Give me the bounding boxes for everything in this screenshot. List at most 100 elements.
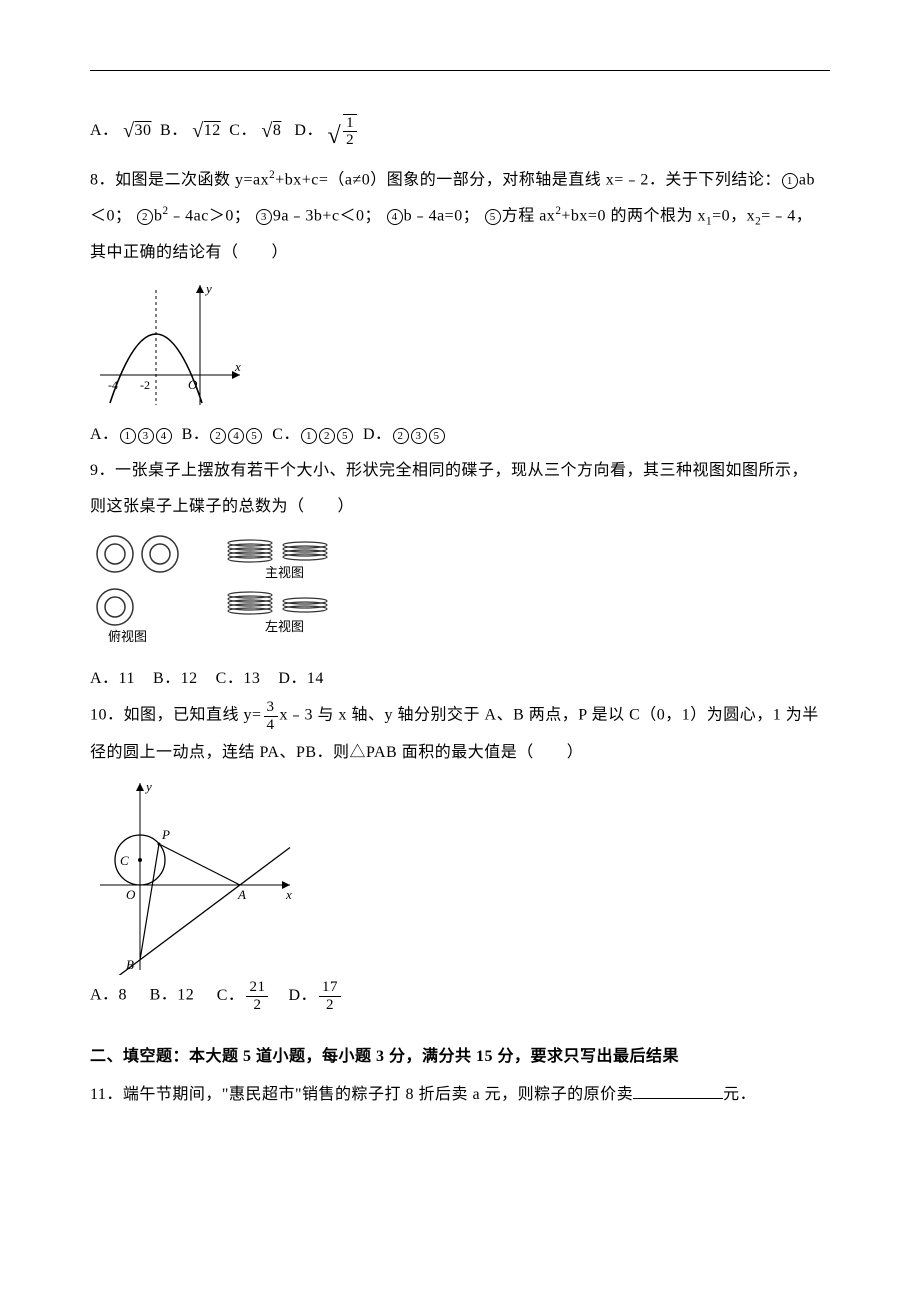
svg-text:x: x [285, 887, 292, 902]
q10-d-label: D． [288, 987, 317, 1004]
frac-den: 2 [343, 132, 357, 149]
circled-3: 3 [256, 209, 272, 225]
q8-c5b: +bx=0 的两个根为 x [561, 208, 706, 225]
circled-2: 2 [137, 209, 153, 225]
circled: 5 [337, 428, 353, 444]
svg-text:俯视图: 俯视图 [108, 629, 147, 644]
q9-options: A．11 B．12 C．13 D．14 [90, 663, 830, 695]
q7-opt-a: A． √30 [90, 122, 156, 139]
q8-line2: ＜0； 2b2﹣4ac＞0； 39a﹣3b+c＜0； 4b﹣4a=0； 5方程 … [90, 200, 830, 233]
frac-num: 17 [319, 979, 341, 997]
q8-options: A．134 B．245 C．125 D．235 [90, 419, 830, 451]
svg-text:B: B [126, 957, 134, 972]
frac-num: 1 [343, 115, 357, 133]
q10-figure: x y O A B C P [90, 775, 830, 975]
circled: 2 [210, 428, 226, 444]
circled: 3 [138, 428, 154, 444]
q8-opt-a: A．134 [90, 426, 177, 443]
root-icon: √ [327, 123, 341, 149]
svg-text:-2: -2 [140, 378, 150, 392]
q7-d-frac: 1 2 [343, 114, 357, 149]
q10-line2: 径的圆上一动点，连结 PA、PB．则△PAB 面积的最大值是（ ） [90, 737, 830, 769]
q9-num: 9． [90, 462, 115, 479]
q7-opt-c: C． √8 [229, 122, 290, 139]
q7-opt-b-label: B． [160, 122, 188, 139]
q9-figure: 俯视图 主视图 左视图 [90, 529, 830, 659]
svg-text:O: O [126, 887, 136, 902]
q11-stem-a: 端午节期间，"惠民超市"销售的粽子打 8 折后卖 a 元，则粽子的原价卖 [123, 1086, 633, 1103]
circled: 5 [246, 428, 262, 444]
svg-text:y: y [204, 281, 212, 296]
q8-opt-a-label: A． [90, 426, 119, 443]
q8-opt-c: C．125 [272, 426, 358, 443]
q8-line1: 8．如图是二次函数 y=ax2+bx+c=（a≠0）图象的一部分，对称轴是直线 … [90, 164, 830, 196]
q9-line1: 9．一张桌子上摆放有若干个大小、形状完全相同的碟子，现从三个方向看，其三种视图如… [90, 455, 830, 487]
top-rule [90, 70, 830, 71]
q7-options: A． √30 B． √12 C． √8 D． √ 1 2 [90, 111, 830, 160]
coordinate-figure: x y O A B C P [90, 775, 300, 975]
q10-c-label: C． [217, 987, 245, 1004]
svg-text:左视图: 左视图 [265, 619, 304, 634]
three-view-figure: 俯视图 主视图 左视图 [90, 529, 350, 659]
q8-c4: b﹣4a=0； [404, 208, 480, 225]
q8-opt-d-label: D． [363, 426, 392, 443]
q10-c-frac: 212 [246, 979, 268, 1013]
q7-c-val: 8 [273, 122, 282, 139]
svg-text:y: y [144, 779, 152, 794]
q9-stem-a: 一张桌子上摆放有若干个大小、形状完全相同的碟子，现从三个方向看，其三种视图如图所… [115, 462, 808, 479]
q7-a-val: 30 [135, 122, 152, 139]
svg-text:x: x [234, 359, 241, 374]
q7-opt-b: B． √12 [160, 122, 225, 139]
q8-stem-a: 如图是二次函数 y=ax [115, 171, 269, 188]
circled: 4 [228, 428, 244, 444]
q10-frac: 34 [264, 699, 278, 733]
fill-blank [633, 1083, 723, 1099]
circled-5: 5 [485, 209, 501, 225]
q8-c3: 9a﹣3b+c＜0； [273, 208, 381, 225]
frac-num: 3 [264, 699, 278, 717]
q11-stem-b: 元． [723, 1086, 756, 1103]
q8-c5a: 方程 ax [502, 208, 556, 225]
svg-text:P: P [161, 827, 170, 842]
q8-c5d: =﹣4， [761, 208, 812, 225]
q7-opt-a-label: A． [90, 122, 119, 139]
q10-line1: 10．如图，已知直线 y=34x﹣3 与 x 轴、y 轴分别交于 A、B 两点，… [90, 699, 830, 733]
page: A． √30 B． √12 C． √8 D． √ 1 2 8．如图是二次函数 y… [0, 0, 920, 1302]
frac-den: 4 [264, 717, 278, 734]
circled: 3 [411, 428, 427, 444]
q9-opt-a: A．11 [90, 670, 135, 687]
q10-opt-d: D．172 [288, 987, 343, 1004]
section-2-head: 二、填空题：本大题 5 道小题，每小题 3 分，满分共 15 分，要求只写出最后… [90, 1041, 830, 1073]
svg-text:主视图: 主视图 [265, 565, 304, 580]
svg-text:A: A [237, 887, 246, 902]
svg-text:C: C [120, 853, 129, 868]
circled: 1 [301, 428, 317, 444]
q10-opt-a: A．8 [90, 987, 127, 1004]
svg-text:-4: -4 [108, 378, 118, 392]
circled-4: 4 [387, 209, 403, 225]
q8-opt-c-label: C． [272, 426, 300, 443]
frac-den: 2 [246, 997, 268, 1014]
q8-c2b: ﹣4ac＞0； [169, 208, 251, 225]
q8-opt-b-label: B． [182, 426, 210, 443]
q8-c1: ab [799, 171, 815, 188]
q8-opt-d: D．235 [363, 426, 446, 443]
circled: 5 [429, 428, 445, 444]
q7-b-val: 12 [204, 122, 221, 139]
q9-line2: 则这张桌子上碟子的总数为（ ） [90, 491, 830, 523]
q7-opt-d-label: D． [294, 122, 323, 139]
q7-opt-d: D． √ 1 2 [294, 122, 359, 139]
root-icon: √ [192, 120, 203, 142]
q11-line: 11．端午节期间，"惠民超市"销售的粽子打 8 折后卖 a 元，则粽子的原价卖 元… [90, 1079, 830, 1111]
q10-stem-a: 如图，已知直线 y= [124, 707, 262, 724]
q8-stem-b: +bx+c=（a≠0）图象的一部分，对称轴是直线 x=﹣2．关于下列结论： [275, 171, 781, 188]
q10-opt-c: C．212 [217, 987, 271, 1004]
root-icon: √ [261, 120, 272, 142]
q10-opt-b: B．12 [150, 987, 195, 1004]
q10-num: 10． [90, 707, 124, 724]
q10-options: A．8 B．12 C．212 D．172 [90, 979, 830, 1013]
q9-opt-b: B．12 [153, 670, 198, 687]
q11-num: 11． [90, 1086, 123, 1103]
q10-stem-b: x﹣3 与 x 轴、y 轴分别交于 A、B 两点，P 是以 C（0，1）为圆心，… [280, 707, 819, 724]
q8-opt-b: B．245 [182, 426, 268, 443]
